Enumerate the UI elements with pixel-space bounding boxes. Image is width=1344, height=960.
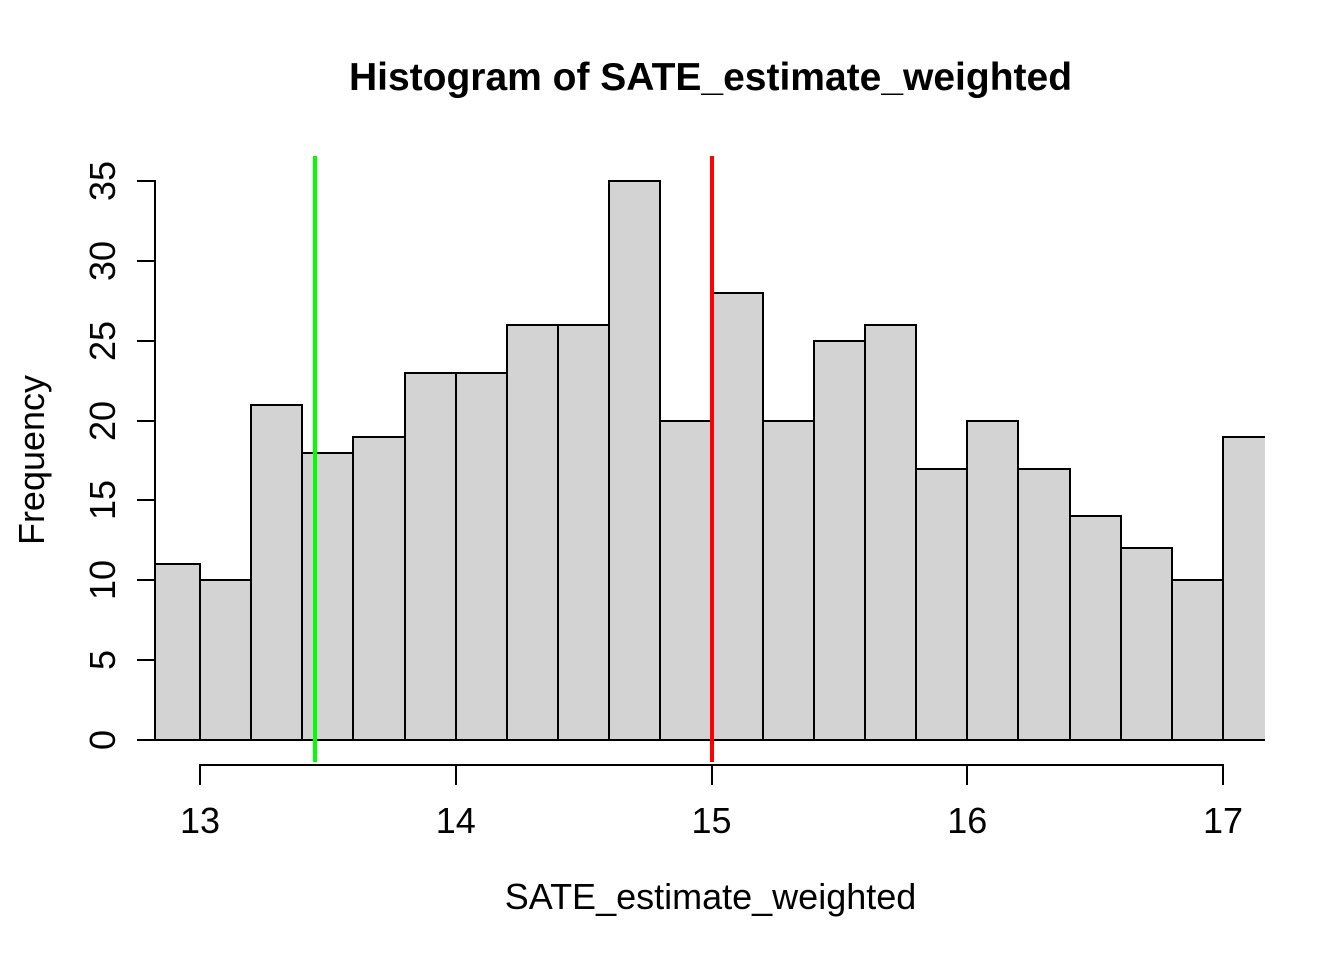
- histogram-bar: [301, 451, 355, 741]
- histogram-bar: [403, 371, 457, 741]
- histogram-bar: [1068, 515, 1122, 741]
- histogram-bar: [863, 323, 918, 741]
- histogram-bar: [1170, 579, 1225, 741]
- histogram-bar: [505, 323, 560, 741]
- histogram-bar: [710, 291, 764, 741]
- y-axis-tick: [137, 659, 154, 662]
- x-axis-tick: [710, 766, 713, 785]
- histogram-bar: [156, 563, 201, 741]
- histogram-bar: [250, 403, 304, 741]
- x-tick-label: 15: [691, 800, 732, 841]
- x-axis-tick: [454, 766, 457, 785]
- y-axis-tick: [137, 180, 154, 183]
- y-axis-tick: [137, 419, 154, 422]
- green-vline: [313, 156, 318, 762]
- y-axis-tick: [137, 739, 154, 741]
- y-axis-line: [154, 180, 156, 741]
- histogram-bar: [352, 435, 406, 741]
- histogram-bar: [659, 419, 713, 741]
- histogram-bar: [1222, 435, 1265, 741]
- x-axis-tick: [1222, 766, 1225, 785]
- histogram-bar: [966, 419, 1020, 741]
- y-axis-tick: [137, 259, 154, 262]
- histogram-bar: [557, 323, 611, 741]
- x-tick-label: 13: [179, 800, 220, 841]
- x-axis-title: SATE_estimate_weighted: [504, 876, 917, 917]
- histogram-bar: [761, 419, 815, 741]
- x-tick-label: 14: [435, 800, 476, 841]
- histogram-bar: [915, 467, 969, 741]
- histogram-bar: [1119, 547, 1173, 741]
- chart-title: Histogram of SATE_estimate_weighted: [348, 56, 1073, 99]
- plot-area: [156, 156, 1265, 762]
- histogram-bar: [1017, 467, 1071, 741]
- y-axis-tick: [137, 499, 154, 502]
- x-axis-line: [198, 764, 1225, 766]
- x-axis-tick: [198, 766, 201, 785]
- histogram-bar: [812, 339, 866, 741]
- histogram-bar: [198, 579, 253, 741]
- histogram-bar: [454, 371, 508, 741]
- y-axis-title: Frequency: [11, 374, 52, 546]
- histogram-bar: [608, 180, 662, 741]
- y-axis-tick: [137, 339, 154, 342]
- red-vline: [709, 156, 714, 762]
- x-axis-tick: [966, 766, 969, 785]
- x-tick-label: 16: [947, 800, 988, 841]
- y-axis-tick: [137, 579, 154, 582]
- y-tick-label: 35: [82, 161, 123, 202]
- x-tick-label: 17: [1203, 800, 1244, 841]
